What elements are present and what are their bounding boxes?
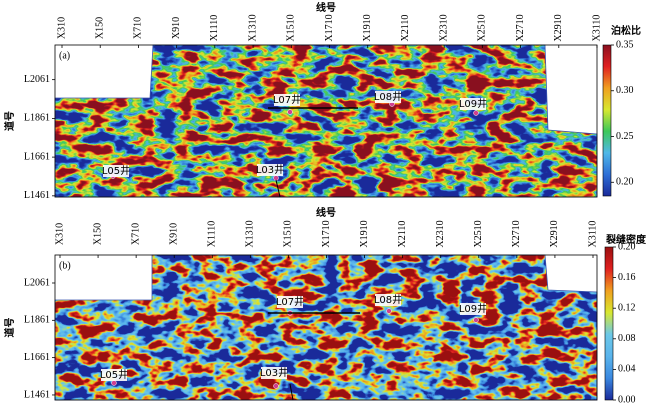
well-label: L05井 [102, 164, 130, 177]
x-tick-label: X1310 [245, 220, 256, 247]
colorbar [602, 44, 612, 197]
well-label-bg [460, 303, 486, 315]
colorbar-tick-label: 0.08 [618, 333, 636, 344]
x-tick-label: X1910 [359, 220, 370, 247]
well-label-bg [257, 164, 283, 176]
x-tick-label: X710 [130, 223, 141, 245]
x-tick-label: X2310 [435, 220, 446, 247]
colorbar-tick-label: 0.35 [616, 39, 634, 50]
well-marker [273, 383, 279, 389]
x-tick-label: X2710 [511, 220, 522, 247]
x-tick-label: X310 [56, 17, 67, 39]
well-label-bg [277, 296, 303, 308]
x-tick-label: X1710 [324, 14, 335, 41]
x-tick-label: X1110 [209, 15, 220, 41]
well-trace [289, 383, 294, 401]
y-tick-label: L1461 [24, 389, 50, 400]
well-label: L09井 [459, 302, 487, 315]
x-tick-label: X2910 [553, 14, 564, 41]
x-tick-label: X1710 [321, 220, 332, 247]
panel-label: (b) [59, 260, 71, 271]
well-label: L09井 [459, 97, 487, 110]
well-marker [473, 110, 479, 116]
well-marker [287, 109, 293, 115]
x-tick-label: X1510 [286, 14, 297, 41]
x-tick-label: X2110 [400, 15, 411, 42]
y-tick-label: L1461 [24, 190, 50, 201]
x-tick-label: X310 [54, 223, 65, 245]
y-tick-label: L1661 [24, 151, 50, 162]
well-marker [386, 308, 392, 314]
x-tick-label: X710 [133, 17, 144, 39]
colorbar-tick-label: 0.20 [618, 241, 636, 252]
y-tick-label: L2061 [24, 277, 50, 288]
y-tick-label: L1861 [24, 315, 50, 326]
well-label-bg [103, 165, 129, 177]
x-tick-label: X910 [171, 17, 182, 39]
colorbar-tick-label: 0.20 [616, 177, 634, 188]
x-tick-label: X2310 [438, 14, 449, 41]
well-marker [473, 317, 479, 323]
x-tick-label: X1510 [283, 220, 294, 247]
well-label: L07井 [276, 295, 304, 308]
x-tick-label: X2510 [473, 220, 484, 247]
x-tick-label: X150 [95, 17, 106, 39]
well-label: L08井 [374, 293, 402, 306]
x-tick-label: X1310 [247, 14, 258, 41]
well-trace [275, 179, 281, 198]
attribute-map [55, 255, 597, 400]
x-axis-title: 线号 [316, 206, 336, 219]
colorbar-tick-label: 0.25 [616, 131, 634, 142]
well-marker [273, 175, 279, 181]
colorbar-tick-label: 0.16 [618, 272, 636, 283]
x-tick-label: X910 [169, 223, 180, 245]
well-marker [111, 380, 117, 386]
x-axis-title: 线号 [316, 1, 336, 14]
x-tick-label: X1910 [362, 14, 373, 41]
y-axis-title: 道号 [3, 318, 16, 338]
well-label: L07井 [273, 93, 301, 106]
x-tick-label: X3110 [587, 221, 598, 248]
well-label-bg [375, 294, 401, 306]
colorbar-title: 泊松比 [611, 24, 641, 37]
well-label: L05井 [100, 368, 128, 381]
x-tick-label: X2910 [549, 220, 560, 247]
well-label-bg [375, 91, 401, 103]
well-label: L03井 [256, 163, 284, 176]
x-tick-label: X3110 [591, 15, 602, 42]
colorbar-title: 裂缝密度 [605, 233, 647, 246]
well-label-bg [274, 94, 300, 106]
x-tick-label: X2510 [477, 14, 488, 41]
colorbar-tick-label: 0.12 [618, 302, 636, 313]
well-label: L03井 [260, 366, 288, 379]
well-label: L08井 [374, 90, 402, 103]
x-tick-label: X2710 [515, 14, 526, 41]
colorbar-tick-label: 0.04 [618, 364, 636, 375]
colorbar-tick-label: 0.00 [618, 394, 636, 405]
y-tick-label: L2061 [24, 74, 50, 85]
x-tick-label: X1110 [207, 221, 218, 247]
x-tick-label: X150 [92, 223, 103, 245]
well-label-bg [261, 367, 287, 379]
x-tick-label: X2110 [397, 221, 408, 248]
well-label-bg [460, 98, 486, 110]
y-tick-label: L1861 [24, 113, 50, 124]
attribute-map [55, 45, 597, 197]
plot-frame [54, 254, 598, 401]
y-tick-label: L1661 [24, 352, 50, 363]
plot-frame [54, 44, 598, 198]
y-axis-title: 道号 [3, 111, 16, 131]
colorbar-tick-label: 0.30 [616, 85, 634, 96]
colorbar [604, 246, 614, 401]
panel-label: (a) [59, 50, 70, 61]
well-label-bg [101, 369, 127, 381]
